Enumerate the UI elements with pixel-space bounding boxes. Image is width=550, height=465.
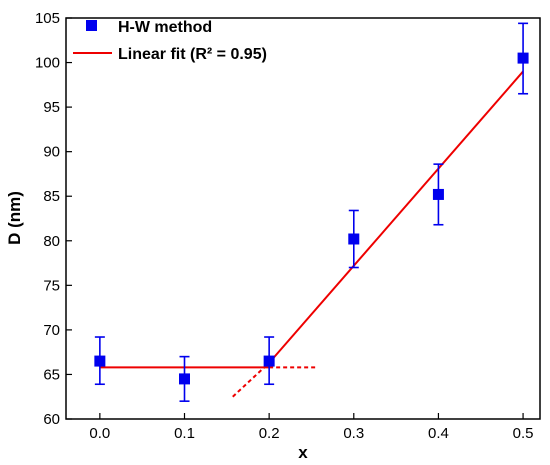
x-tick-label: 0.4: [428, 425, 449, 442]
data-point: [432, 188, 444, 200]
x-axis-title: x: [298, 443, 308, 462]
y-tick-label: 65: [43, 366, 60, 383]
data-point: [179, 373, 190, 385]
y-tick-label: 90: [43, 144, 60, 161]
x-tick-label: 0.2: [259, 425, 280, 442]
y-tick-label: 70: [43, 322, 60, 339]
fit-line-layer: [99, 70, 524, 398]
y-tick-label: 105: [35, 10, 60, 27]
legend-label-fit: Linear fit (R² = 0.95): [118, 46, 267, 63]
legend-label-hw: H-W method: [118, 19, 212, 36]
plot-frame: [65, 17, 541, 420]
marker-layer: [94, 52, 529, 385]
legend-marker-hw: [86, 20, 97, 31]
data-point: [263, 355, 275, 367]
y-tick-label: 60: [43, 411, 60, 428]
y-tick-label: 85: [43, 188, 60, 205]
y-axis-ticks: 60 65 70 75 80 85 90 95 100 105: [35, 10, 72, 428]
legend: H-W method Linear fit (R² = 0.95): [73, 19, 267, 63]
fit-line-extension: [232, 362, 270, 398]
x-tick-label: 0.3: [343, 425, 364, 442]
data-point: [94, 355, 106, 367]
x-tick-label: 0.1: [174, 425, 195, 442]
data-point: [517, 52, 529, 64]
error-bar-layer: [94, 22, 529, 402]
fit-line-segment: [268, 70, 524, 364]
y-tick-label: 100: [35, 55, 60, 72]
y-tick-label: 95: [43, 99, 60, 116]
y-tick-label: 75: [43, 277, 60, 294]
y-axis-title: D (nm): [5, 191, 24, 245]
data-point: [348, 233, 360, 245]
x-axis-ticks: 0.0 0.1 0.2 0.3 0.4 0.5: [89, 413, 534, 442]
x-tick-label: 0.5: [513, 425, 534, 442]
x-tick-label: 0.0: [89, 425, 110, 442]
y-tick-label: 80: [43, 233, 60, 250]
